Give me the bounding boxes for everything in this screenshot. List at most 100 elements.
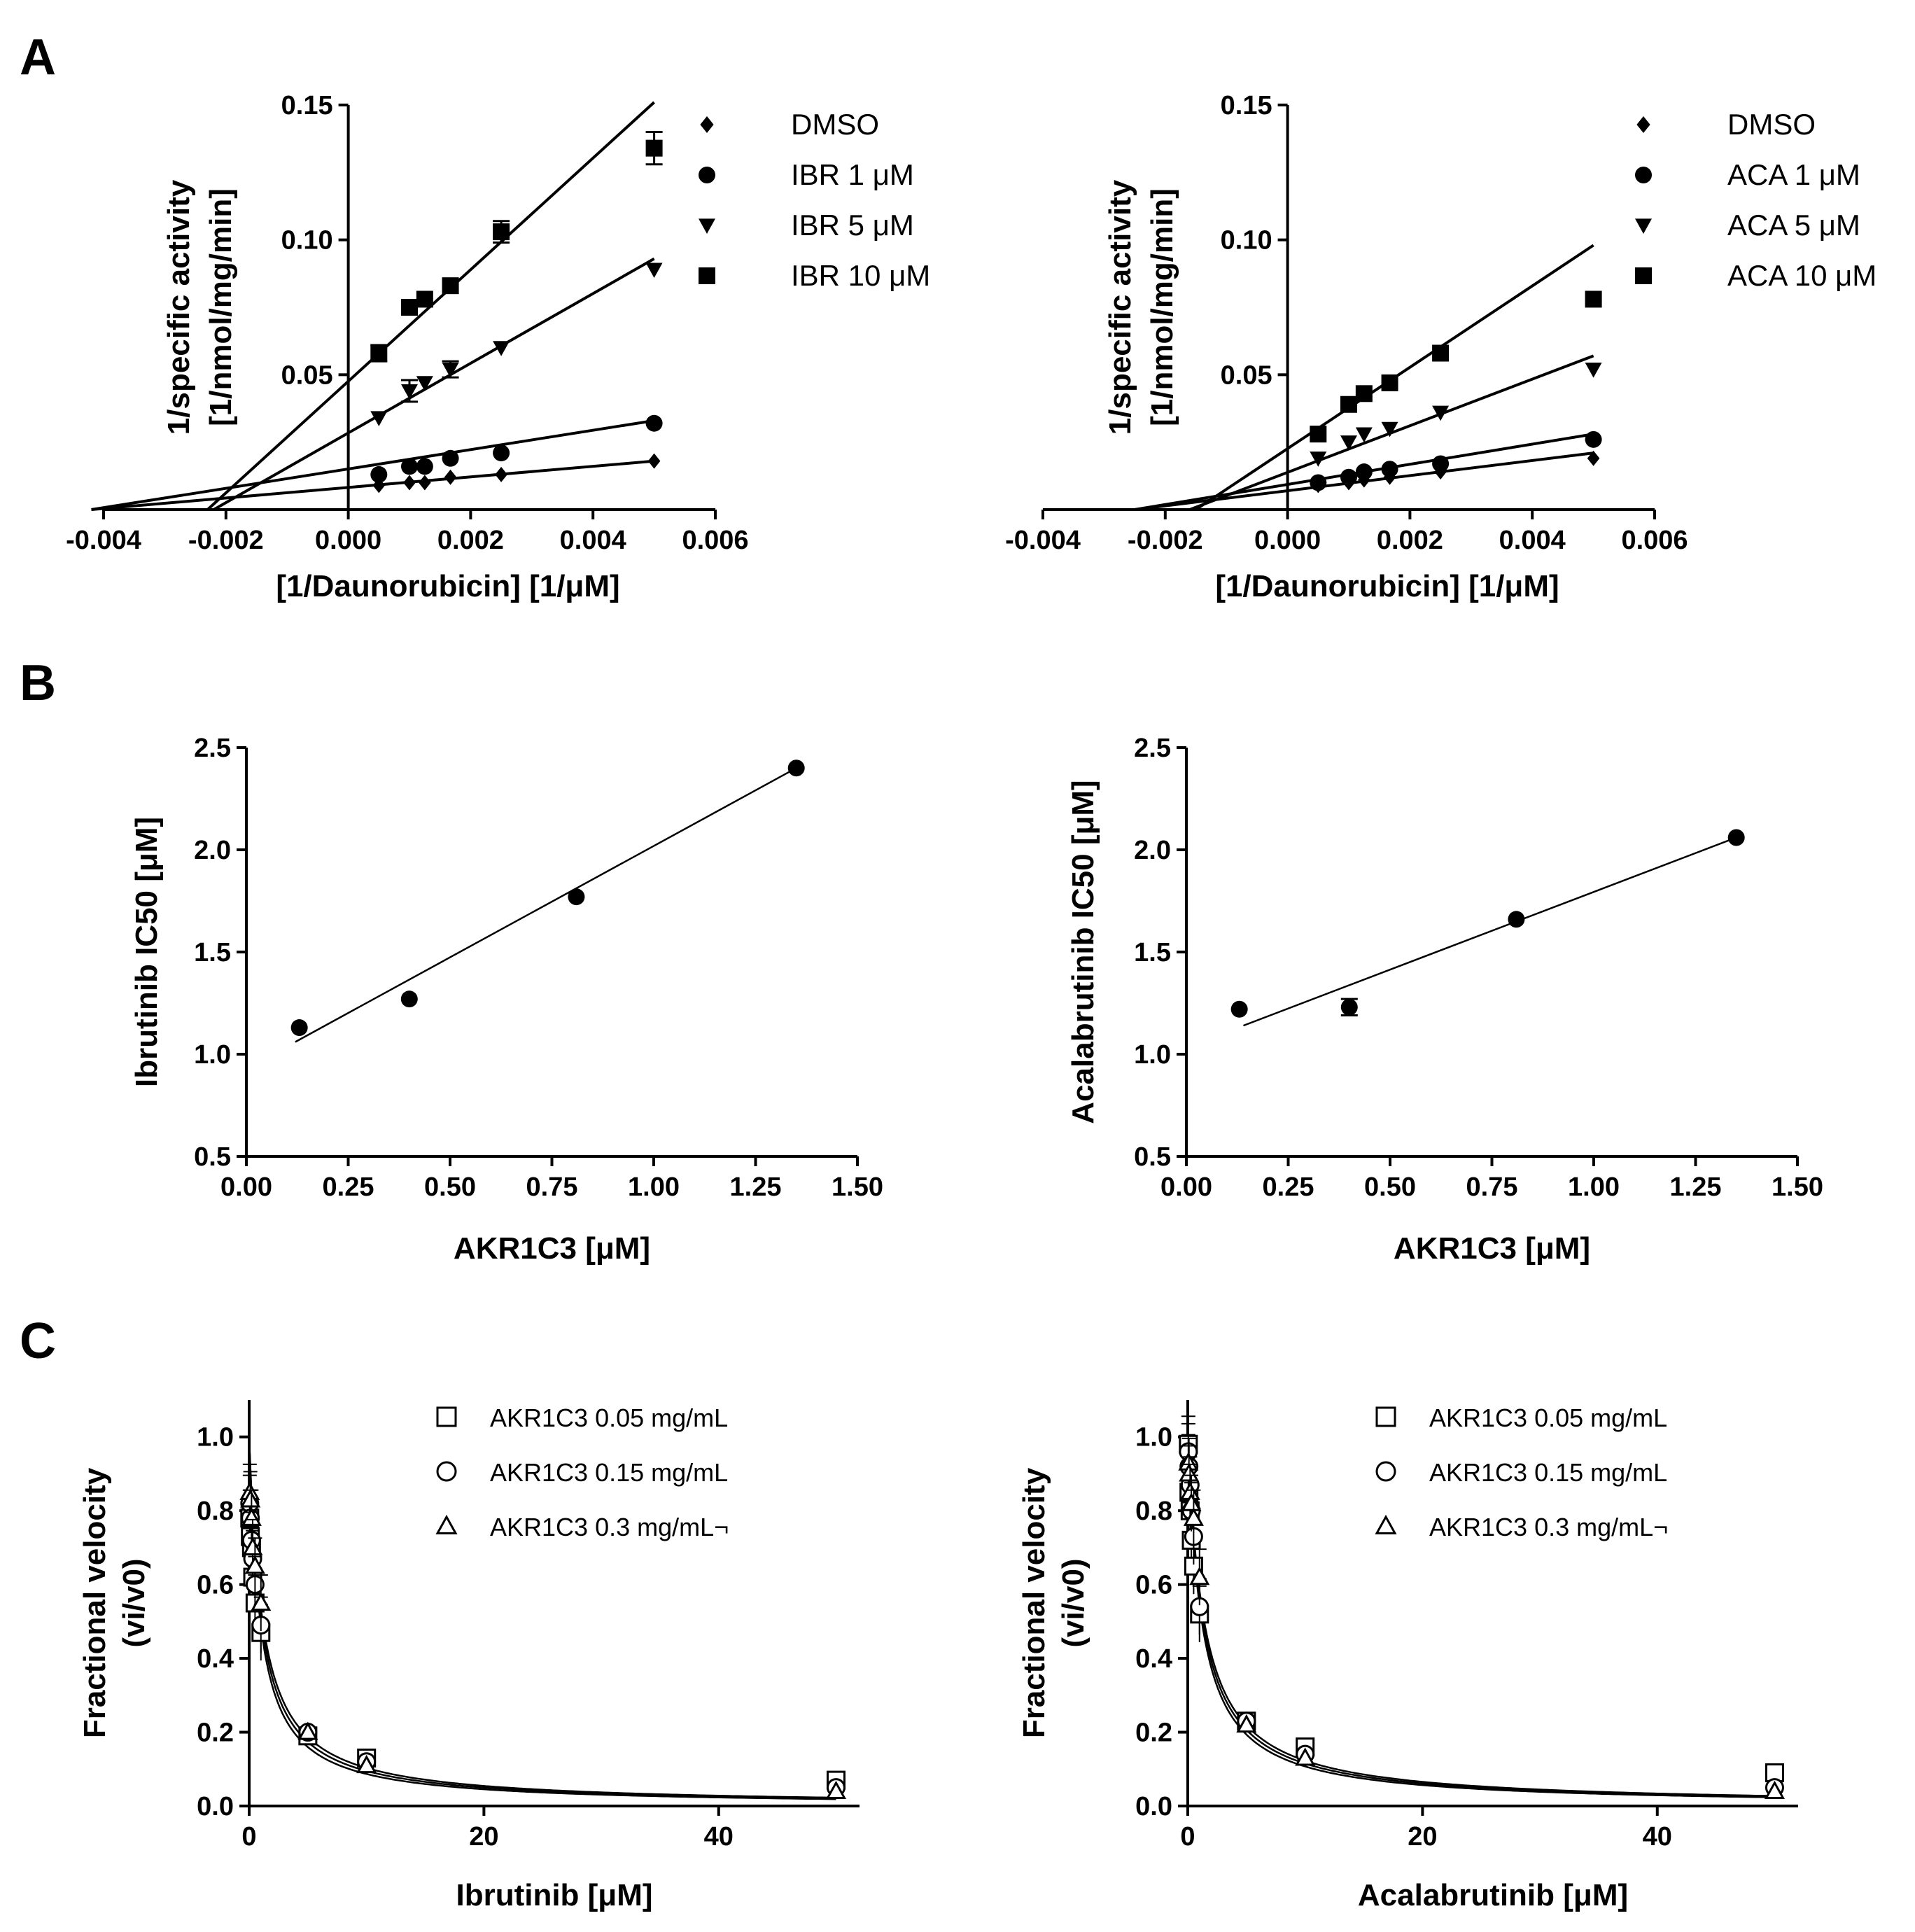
data-point [403,475,416,491]
fit-curve [1187,1449,1775,1797]
x-tick-label: 0.002 [437,526,504,555]
data-point [435,1514,458,1534]
data-point [401,299,418,316]
legend-label: AKR1C3 0.15 mg/mL [490,1458,728,1487]
x-axis-title: AKR1C3 [μM] [454,1231,650,1266]
data-point [1355,385,1373,402]
data-point [1381,374,1398,391]
x-tick-label: 0.004 [560,526,626,555]
data-point [436,1461,457,1482]
fit-curve [248,1455,836,1800]
data-point [645,262,663,279]
data-point [242,1536,263,1556]
x-tick-label: 1.25 [1670,1172,1722,1202]
x-tick-label: 40 [704,1822,734,1851]
data-point [240,1489,261,1508]
panel-letter-c: C [20,1313,56,1369]
data-point [416,376,433,391]
y-tick-label: 0.6 [197,1571,234,1600]
x-axis-title: Ibrutinib [μM] [456,1878,652,1912]
legend-label: DMSO [791,108,879,141]
fit-line [91,419,654,511]
legend-label: AKR1C3 0.15 mg/mL [1429,1458,1667,1487]
data-point [825,1780,847,1800]
data-point [1179,1463,1200,1482]
y-axis-title-units: (vi/v0) [1056,1558,1090,1647]
data-point [1181,1492,1202,1511]
y-tick-label: 1.0 [1134,1040,1171,1070]
x-axis-title: [1/Daunorubicin] [1/μM] [276,569,619,603]
data-point [370,344,388,362]
y-tick-label: 0.5 [194,1142,231,1172]
y-axis-title: Fractional velocity [1017,1467,1051,1738]
data-point [1381,421,1398,438]
y-tick-label: 0.05 [281,360,333,390]
data-point [1727,829,1745,846]
data-point [400,990,418,1008]
data-point [1230,1000,1248,1018]
y-tick-label: 1.0 [197,1423,234,1452]
data-point [1375,1406,1396,1427]
y-tick-label: 0.4 [197,1644,234,1674]
chart-c-right: 0 20 40 0.0 0.2 0.4 0.6 0.8 1.0 Acalabrutinib [μM… [1017,1400,1798,1912]
x-tick-label: 0.00 [220,1172,272,1202]
fit-curve [1187,1451,1775,1798]
data-point [1636,116,1650,133]
x-tick-label: 0.002 [1377,526,1443,555]
y-tick-label: 0.10 [281,226,333,255]
data-point [699,167,715,183]
chart-a-right: -0.004 -0.002 0.000 0.002 0.004 0.006 0.05 0.10… [1005,91,1877,603]
y-tick-label: 0.0 [1135,1792,1172,1821]
chart-b-right: 0.00 0.25 0.50 0.75 1.00 1.25 1.50 0.5 1.0 1.5 2.0… [1066,734,1823,1266]
data-point [1189,1567,1210,1586]
x-tick-label: 0.000 [315,526,381,555]
y-tick-label: 0.15 [1221,91,1272,120]
x-tick-label: 1.00 [628,1172,680,1202]
y-tick-label: 0.0 [197,1792,234,1821]
y-axis-title: Fractional velocity [78,1467,112,1738]
x-tick-label: 1.25 [730,1172,782,1202]
x-tick-label: -0.004 [1005,526,1081,555]
data-point [1432,405,1450,421]
fit-line [295,767,797,1043]
y-tick-label: 0.5 [1134,1142,1171,1172]
x-tick-label: -0.002 [1128,526,1203,555]
data-point [493,341,510,356]
panel-letter-a: A [20,29,56,85]
y-tick-label: 2.0 [1134,836,1171,865]
fit-line [213,257,655,511]
data-point [401,458,418,475]
y-axis-title-units: [1/nmol/mg/min] [1145,188,1179,426]
x-tick-label: 0 [1180,1822,1195,1851]
y-tick-label: 0.8 [197,1497,234,1526]
data-point [1340,396,1357,413]
data-point [1635,267,1652,284]
data-point [436,1406,457,1427]
x-tick-label: 0.75 [1466,1172,1518,1202]
x-tick-label: 1.50 [832,1172,883,1202]
x-tick-label: 0.004 [1499,526,1566,555]
y-tick-label: 2.5 [194,734,231,763]
data-point [1355,463,1373,481]
data-point [1587,450,1600,466]
y-tick-label: 0.05 [1221,360,1272,390]
data-point [1340,998,1358,1016]
data-point [1585,430,1602,448]
fit-curve [248,1452,836,1799]
legend-label: AKR1C3 0.05 mg/mL [490,1404,728,1432]
legend-label: IBR 5 μM [791,209,914,241]
data-point [1340,435,1357,451]
chart-a-left: -0.004 -0.002 0.000 0.002 0.004 0.006 0.05 0.10… [66,91,930,603]
data-point [1585,290,1602,308]
data-point [1375,1514,1397,1534]
data-point [1236,1714,1257,1733]
x-axis-title: [1/Daunorubicin] [1/μM] [1215,569,1559,603]
y-tick-label: 0.10 [1221,226,1272,255]
x-axis-title: AKR1C3 [μM] [1394,1231,1590,1266]
data-point [645,139,663,157]
data-point [401,384,418,400]
data-point [1585,363,1602,378]
x-tick-label: -0.002 [188,526,264,555]
y-axis-title-units: (vi/v0) [117,1558,151,1647]
